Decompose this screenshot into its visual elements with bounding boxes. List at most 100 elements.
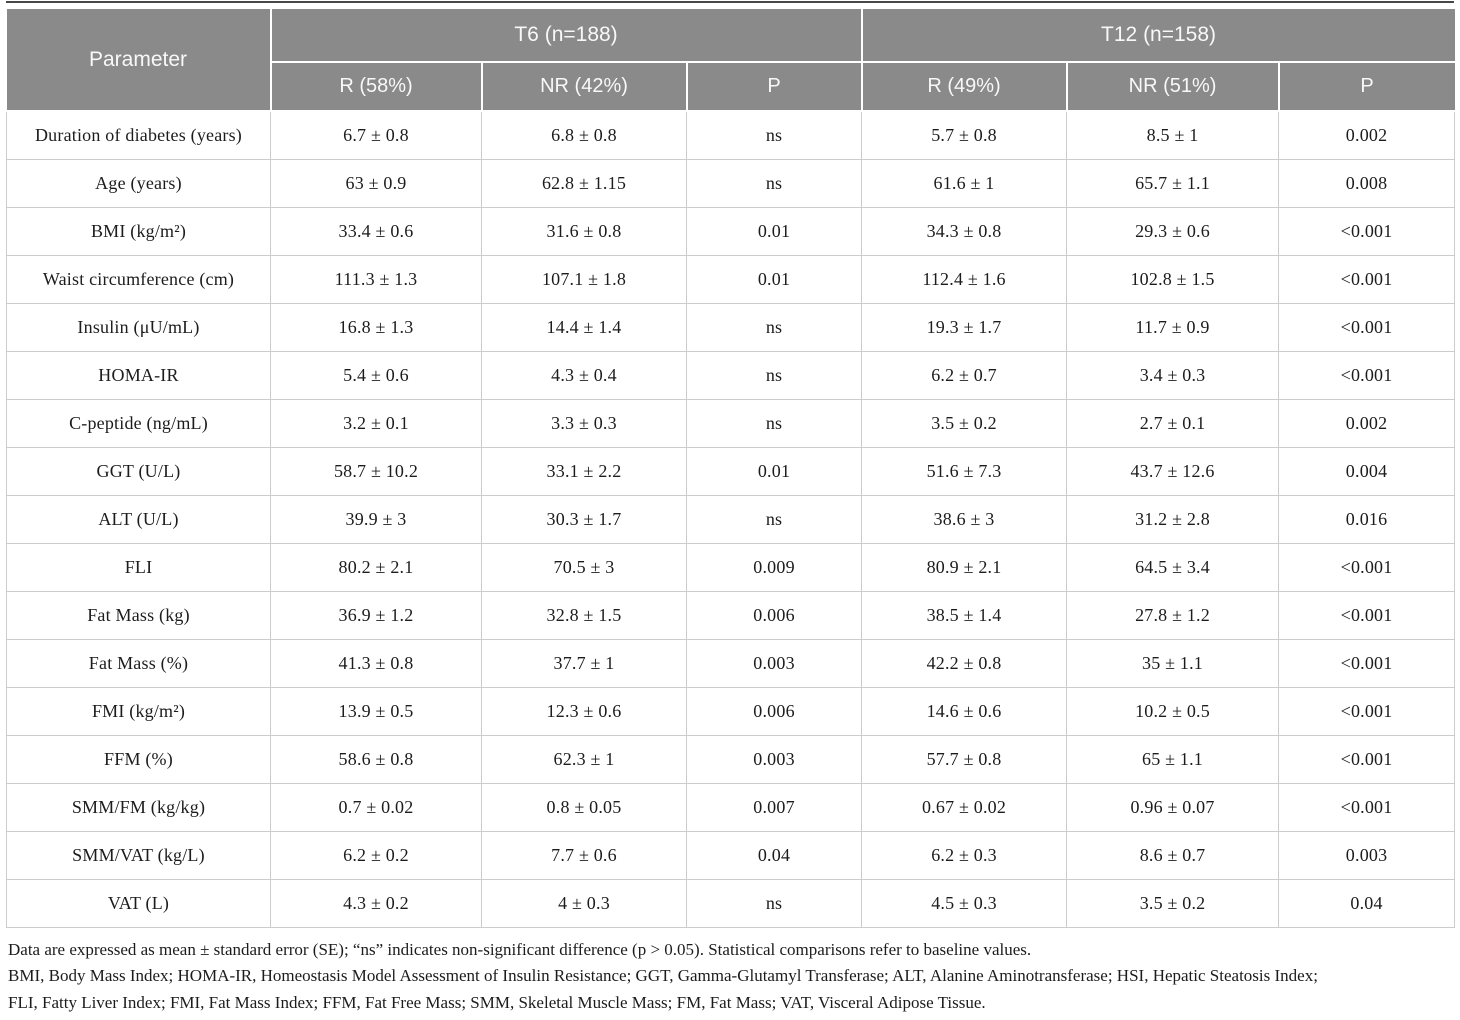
table-row: BMI (kg/m²) 33.4 ± 0.6 31.6 ± 0.8 0.01 34.3 … (6, 206, 1456, 256)
cell-t6-responders: 80.2 ± 2.1 (270, 542, 482, 592)
cell-t12-pvalue: <0.001 (1278, 350, 1456, 400)
cell-t12-nonresponders: 27.8 ± 1.2 (1066, 590, 1280, 640)
cell-t6-pvalue: 0.006 (685, 590, 863, 640)
cell-parameter: HOMA-IR (6, 350, 271, 400)
cell-parameter: FFM (%) (6, 734, 271, 784)
column-header-t6-group: T6 (n=188) (269, 9, 863, 63)
column-header-t12-group: T12 (n=158) (860, 9, 1455, 63)
cell-t6-responders: 0.7 ± 0.02 (270, 782, 482, 832)
table-footnotes: Data are expressed as mean ± standard er… (6, 937, 1454, 1017)
table-body: Duration of diabetes (years) 6.7 ± 0.8 6.8… (6, 110, 1456, 928)
cell-t12-pvalue: <0.001 (1278, 542, 1456, 592)
cell-t12-nonresponders: 11.7 ± 0.9 (1066, 302, 1280, 352)
table-row: FMI (kg/m²) 13.9 ± 0.5 12.3 ± 0.6 0.006 14.6… (6, 686, 1456, 736)
cell-t12-responders: 14.6 ± 0.6 (861, 686, 1068, 736)
cell-parameter: SMM/VAT (kg/L) (6, 830, 271, 880)
cell-t6-nonresponders: 107.1 ± 1.8 (481, 254, 687, 304)
cell-t6-pvalue: 0.003 (685, 734, 863, 784)
cell-t6-nonresponders: 30.3 ± 1.7 (481, 494, 687, 544)
cell-t12-nonresponders: 2.7 ± 0.1 (1066, 398, 1280, 448)
cell-t12-responders: 80.9 ± 2.1 (861, 542, 1068, 592)
cell-parameter: Insulin (μU/mL) (6, 302, 271, 352)
cell-parameter: FLI (6, 542, 271, 592)
cell-t12-pvalue: <0.001 (1278, 302, 1456, 352)
table-row: ALT (U/L) 39.9 ± 3 30.3 ± 1.7 ns 38.6 ± 3 31.… (6, 494, 1456, 544)
cell-t12-responders: 4.5 ± 0.3 (861, 878, 1068, 928)
cell-t6-nonresponders: 14.4 ± 1.4 (481, 302, 687, 352)
cell-t6-pvalue: 0.003 (685, 638, 863, 688)
cell-t6-pvalue: ns (685, 878, 863, 928)
cell-t12-nonresponders: 64.5 ± 3.4 (1066, 542, 1280, 592)
cell-t12-responders: 6.2 ± 0.3 (861, 830, 1068, 880)
table-row: SMM/VAT (kg/L) 6.2 ± 0.2 7.7 ± 0.6 0.04 6.2 … (6, 830, 1456, 880)
cell-t12-nonresponders: 65.7 ± 1.1 (1066, 158, 1280, 208)
cell-t6-pvalue: 0.01 (685, 446, 863, 496)
cell-t6-pvalue: ns (685, 110, 863, 160)
table-row: Fat Mass (%) 41.3 ± 0.8 37.7 ± 1 0.003 42.2 … (6, 638, 1456, 688)
cell-t12-nonresponders: 43.7 ± 12.6 (1066, 446, 1280, 496)
table-row: SMM/FM (kg/kg) 0.7 ± 0.02 0.8 ± 0.05 0.007 0… (6, 782, 1456, 832)
results-table: Parameter T6 (n=188) T12 (n=158) R (58%)… (6, 9, 1456, 928)
cell-t12-responders: 38.6 ± 3 (861, 494, 1068, 544)
cell-t12-responders: 38.5 ± 1.4 (861, 590, 1068, 640)
cell-t6-nonresponders: 3.3 ± 0.3 (481, 398, 687, 448)
table-row: FFM (%) 58.6 ± 0.8 62.3 ± 1 0.003 57.7 ± 0.8… (6, 734, 1456, 784)
cell-t12-responders: 42.2 ± 0.8 (861, 638, 1068, 688)
cell-t6-pvalue: 0.006 (685, 686, 863, 736)
cell-t6-responders: 6.7 ± 0.8 (270, 110, 482, 160)
cell-t12-nonresponders: 35 ± 1.1 (1066, 638, 1280, 688)
cell-parameter: Age (years) (6, 158, 271, 208)
cell-t6-nonresponders: 31.6 ± 0.8 (481, 206, 687, 256)
table-row: VAT (L) 4.3 ± 0.2 4 ± 0.3 ns 4.5 ± 0.3 3.5 ± … (6, 878, 1456, 928)
cell-t6-responders: 6.2 ± 0.2 (270, 830, 482, 880)
cell-parameter: SMM/FM (kg/kg) (6, 782, 271, 832)
cell-t6-responders: 41.3 ± 0.8 (270, 638, 482, 688)
cell-t12-responders: 34.3 ± 0.8 (861, 206, 1068, 256)
cell-parameter: C-peptide (ng/mL) (6, 398, 271, 448)
cell-t12-responders: 51.6 ± 7.3 (861, 446, 1068, 496)
cell-t12-nonresponders: 10.2 ± 0.5 (1066, 686, 1280, 736)
cell-t6-pvalue: ns (685, 398, 863, 448)
cell-t6-responders: 16.8 ± 1.3 (270, 302, 482, 352)
cell-t12-nonresponders: 65 ± 1.1 (1066, 734, 1280, 784)
cell-t6-nonresponders: 33.1 ± 2.2 (481, 446, 687, 496)
table-row: HOMA-IR 5.4 ± 0.6 4.3 ± 0.4 ns 6.2 ± 0.7 3.4 … (6, 350, 1456, 400)
cell-parameter: VAT (L) (6, 878, 271, 928)
cell-t6-responders: 33.4 ± 0.6 (270, 206, 482, 256)
footnote-line-2: BMI, Body Mass Index; HOMA-IR, Homeostas… (8, 966, 1318, 985)
footnote-line-3: FLI, Fatty Liver Index; FMI, Fat Mass In… (8, 992, 986, 1012)
cell-t6-responders: 4.3 ± 0.2 (270, 878, 482, 928)
cell-t12-responders: 3.5 ± 0.2 (861, 398, 1068, 448)
table-row: Duration of diabetes (years) 6.7 ± 0.8 6.8… (6, 110, 1456, 160)
cell-t6-pvalue: ns (685, 350, 863, 400)
cell-parameter: GGT (U/L) (6, 446, 271, 496)
cell-t6-responders: 58.6 ± 0.8 (270, 734, 482, 784)
table-row: GGT (U/L) 58.7 ± 10.2 33.1 ± 2.2 0.01 51.6 ±… (6, 446, 1456, 496)
cell-t12-pvalue: <0.001 (1278, 782, 1456, 832)
column-header-t6-responders: R (58%) (270, 61, 483, 112)
cell-t6-pvalue: 0.04 (685, 830, 863, 880)
table-row: Age (years) 63 ± 0.9 62.8 ± 1.15 ns 61.6 ± 1… (6, 158, 1456, 208)
cell-t12-responders: 5.7 ± 0.8 (861, 110, 1068, 160)
cell-t6-pvalue: 0.01 (685, 206, 863, 256)
cell-parameter: Fat Mass (%) (6, 638, 271, 688)
cell-t6-responders: 36.9 ± 1.2 (270, 590, 482, 640)
cell-t12-pvalue: 0.04 (1278, 878, 1456, 928)
cell-t6-nonresponders: 6.8 ± 0.8 (481, 110, 687, 160)
column-header-t12-nonresponders: NR (51%) (1065, 61, 1280, 112)
cell-t6-responders: 3.2 ± 0.1 (270, 398, 482, 448)
cell-t6-pvalue: ns (685, 158, 863, 208)
cell-t6-pvalue: 0.007 (685, 782, 863, 832)
cell-t12-pvalue: <0.001 (1278, 254, 1456, 304)
cell-t6-responders: 39.9 ± 3 (270, 494, 482, 544)
cell-t12-responders: 112.4 ± 1.6 (861, 254, 1068, 304)
footnote-line-1: Data are expressed as mean ± standard er… (8, 939, 1032, 959)
table-row: Fat Mass (kg) 36.9 ± 1.2 32.8 ± 1.5 0.006 38… (6, 590, 1456, 640)
cell-t6-responders: 63 ± 0.9 (270, 158, 482, 208)
cell-t12-responders: 61.6 ± 1 (861, 158, 1068, 208)
cell-t6-pvalue: ns (685, 302, 863, 352)
cell-t12-pvalue: 0.002 (1278, 398, 1456, 448)
column-header-t12-pvalue: P (1277, 61, 1455, 112)
cell-t6-nonresponders: 62.8 ± 1.15 (481, 158, 687, 208)
cell-t12-pvalue: <0.001 (1278, 638, 1456, 688)
